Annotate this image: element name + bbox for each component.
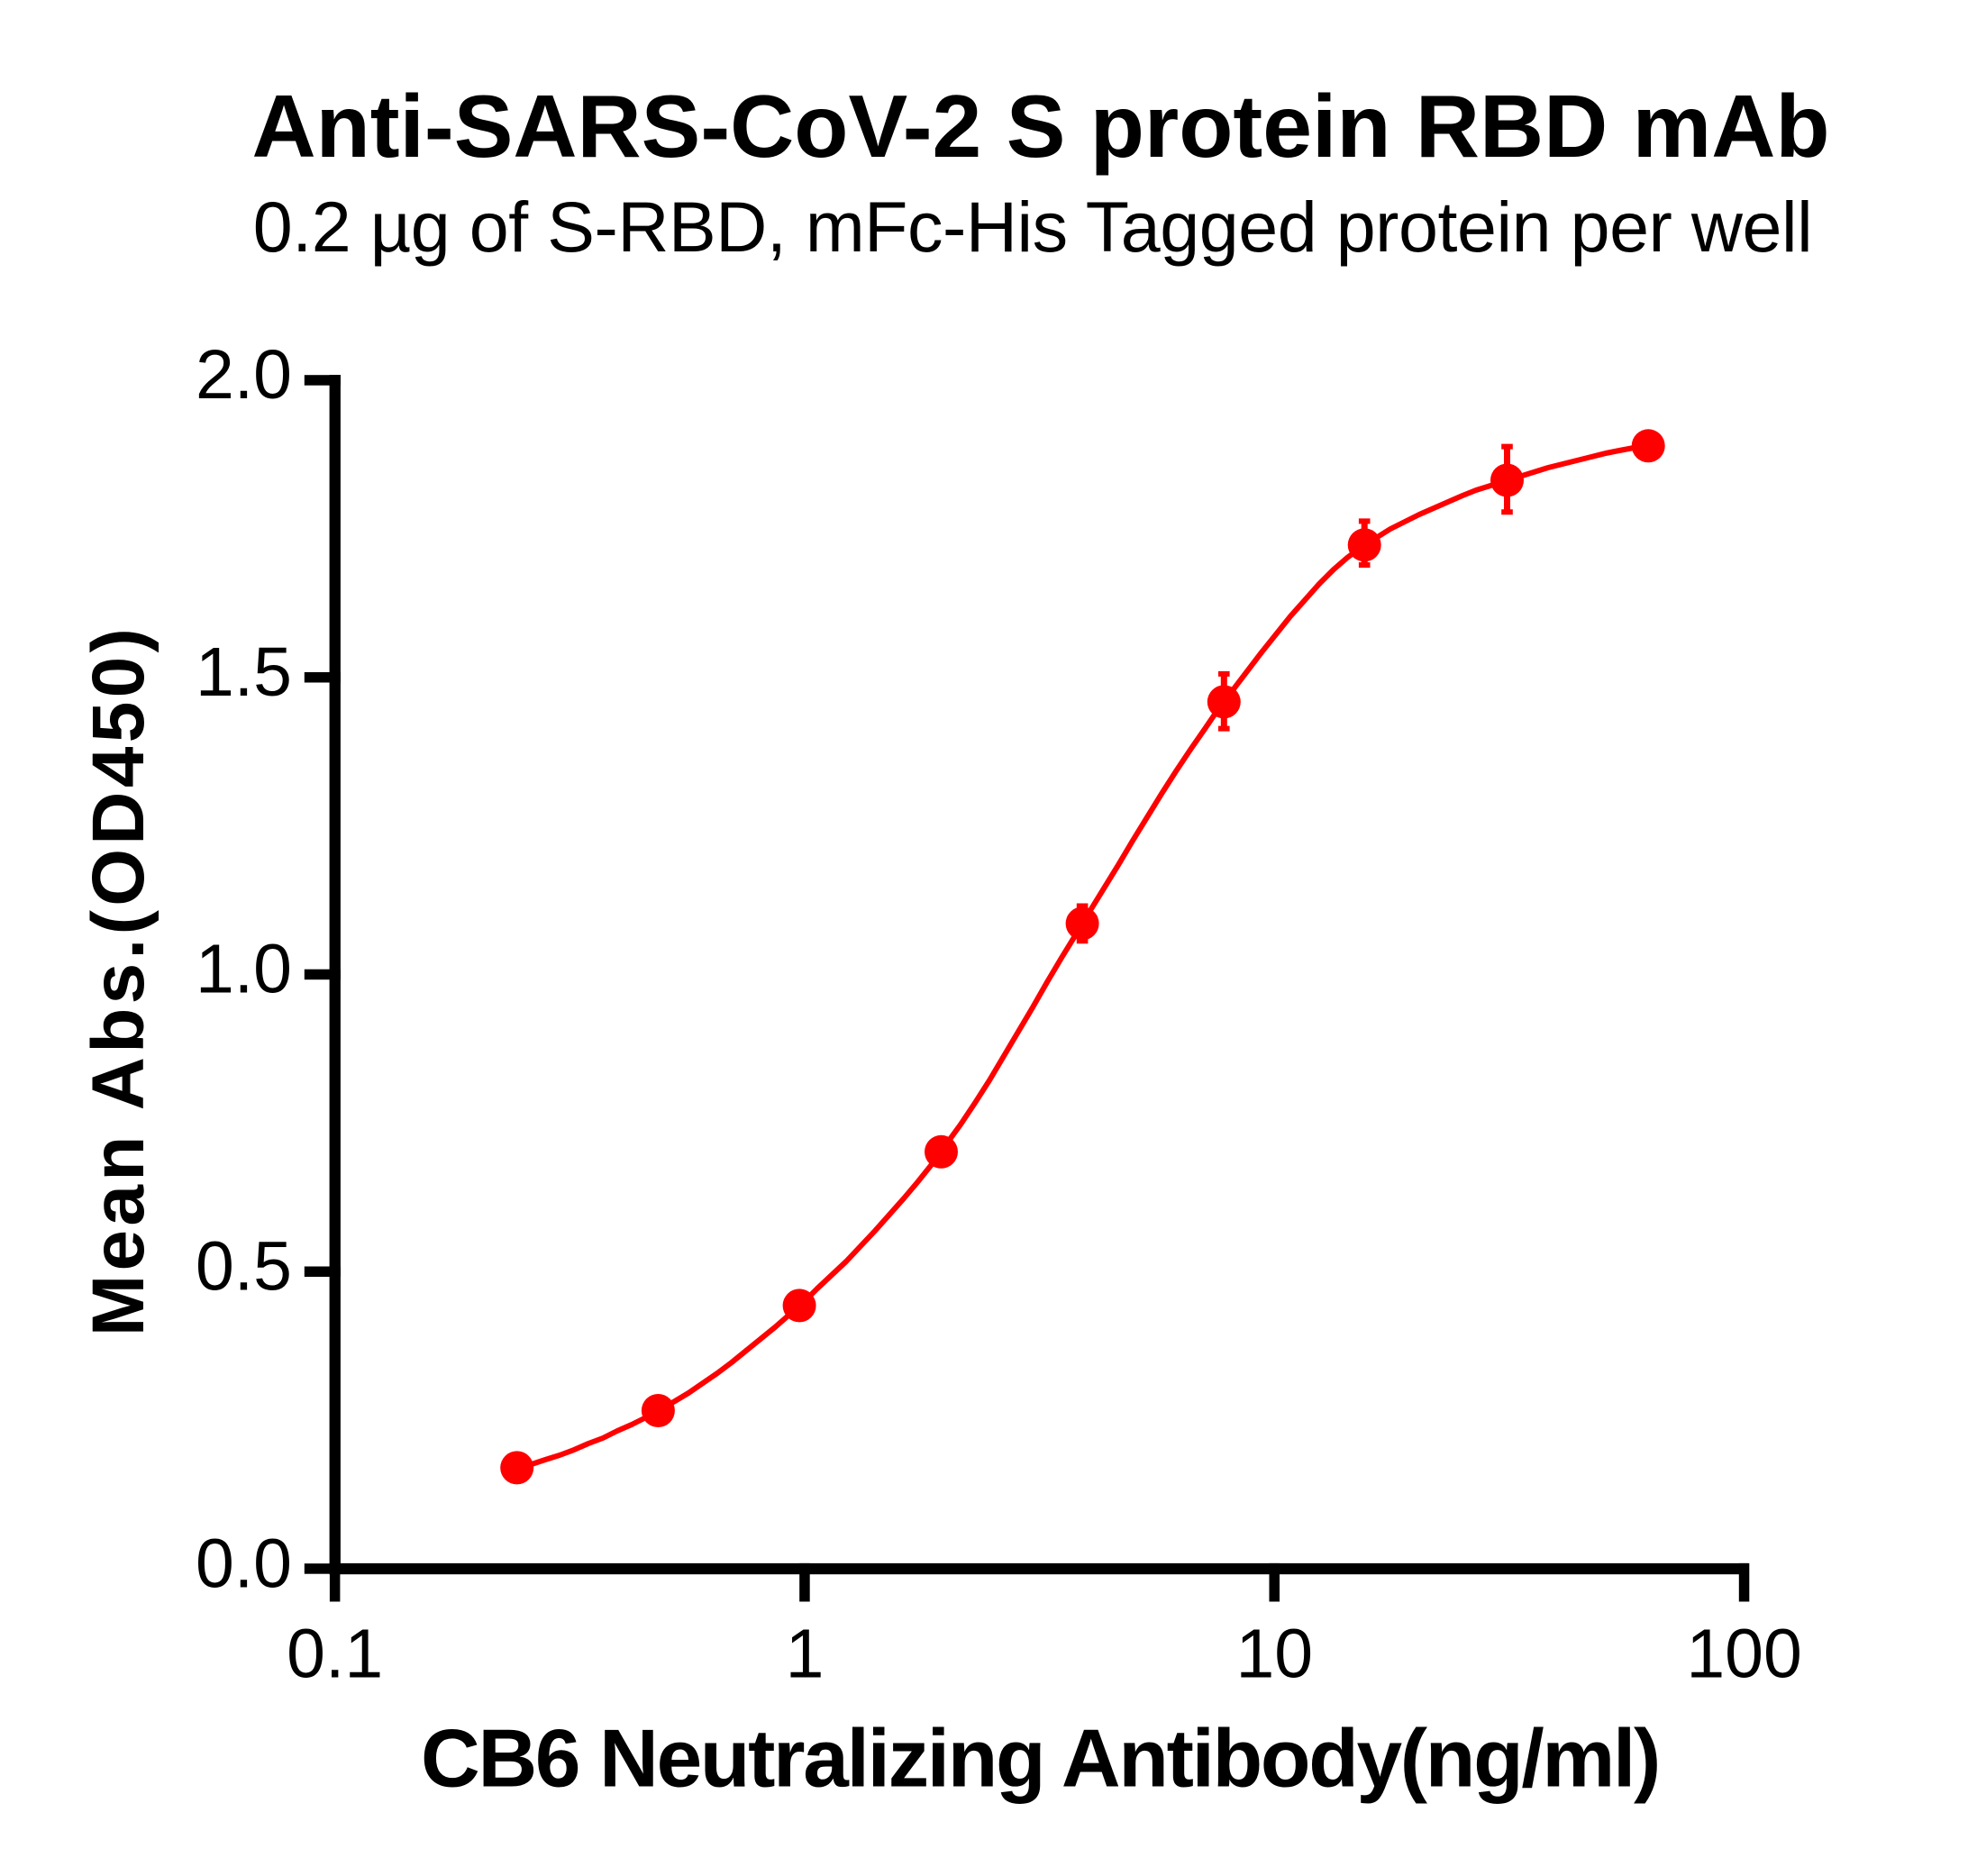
svg-text:100: 100 [1686, 1616, 1801, 1693]
svg-text:2.0: 2.0 [196, 336, 292, 414]
svg-text:1: 1 [786, 1616, 825, 1693]
svg-text:Anti-SARS-CoV-2 S protein RBD: Anti-SARS-CoV-2 S protein RBD mAb [251, 77, 1829, 176]
svg-text:10: 10 [1235, 1616, 1313, 1693]
svg-text:0.5: 0.5 [196, 1227, 292, 1305]
svg-text:Mean Abs.(OD450): Mean Abs.(OD450) [77, 624, 159, 1336]
svg-text:0.2 µg of S-RBD, mFc-His Tagge: 0.2 µg of S-RBD, mFc-His Tagged protein … [253, 187, 1812, 267]
svg-text:CB6 Neutralizing Antibody(ng/m: CB6 Neutralizing Antibody(ng/ml) [421, 1714, 1659, 1805]
svg-text:0.1: 0.1 [287, 1616, 383, 1693]
svg-text:0.0: 0.0 [196, 1525, 292, 1602]
svg-text:1.5: 1.5 [196, 633, 292, 711]
svg-text:1.0: 1.0 [196, 931, 292, 1008]
